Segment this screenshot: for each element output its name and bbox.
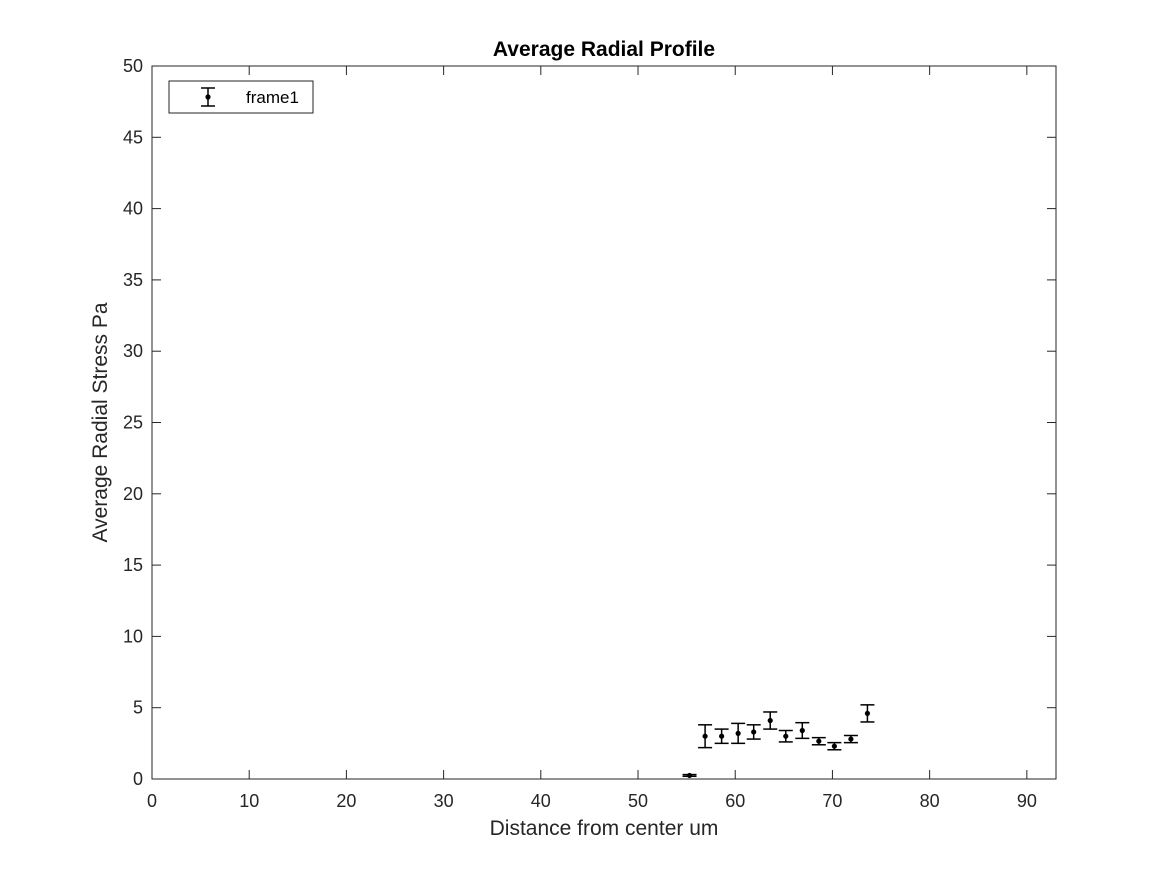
data-point xyxy=(682,772,697,779)
data-marker xyxy=(848,736,854,742)
data-marks xyxy=(682,704,875,779)
data-point xyxy=(843,734,858,744)
y-tick-label: 30 xyxy=(123,341,143,361)
data-point xyxy=(731,722,746,745)
data-marker xyxy=(719,733,725,739)
data-marker xyxy=(751,729,757,735)
x-tick-label: 0 xyxy=(147,791,157,811)
y-tick-label: 10 xyxy=(123,626,143,646)
y-axis-label: Average Radial Stress Pa xyxy=(89,302,112,542)
legend-marker xyxy=(205,94,211,100)
y-tick-label: 5 xyxy=(133,698,143,718)
axes-box xyxy=(151,65,1057,780)
data-marker xyxy=(864,710,871,717)
tick-labels: 0 10 20 30 40 50 60 70 80 90 0 5 10 15 20 25 30 35 40 45 50 xyxy=(123,56,1037,811)
data-point xyxy=(763,711,778,730)
data-point xyxy=(746,724,761,740)
x-tick-label: 70 xyxy=(822,791,842,811)
y-tick-label: 25 xyxy=(123,413,143,433)
chart-title: Average Radial Profile xyxy=(493,38,715,61)
y-tick-label: 0 xyxy=(133,769,143,789)
y-tick-label: 50 xyxy=(123,56,143,76)
data-marker xyxy=(767,717,773,724)
x-tick-label: 80 xyxy=(920,791,940,811)
data-marker xyxy=(783,733,789,739)
data-point xyxy=(778,729,793,743)
x-tick-label: 90 xyxy=(1017,791,1037,811)
legend-entry-frame1: frame1 xyxy=(246,88,299,107)
x-tick-label: 50 xyxy=(628,791,648,811)
x-tick-label: 60 xyxy=(725,791,745,811)
data-marker xyxy=(816,738,822,744)
y-tick-label: 40 xyxy=(123,199,143,219)
x-tick-label: 40 xyxy=(531,791,551,811)
y-tick-label: 35 xyxy=(123,270,143,290)
y-tick-label: 20 xyxy=(123,484,143,504)
data-marker xyxy=(831,743,837,749)
y-tick-label: 45 xyxy=(123,127,143,147)
plot-area xyxy=(152,66,1056,779)
data-point xyxy=(698,724,713,749)
legend-box xyxy=(168,80,314,114)
legend-errorbar-symbol xyxy=(201,87,215,107)
data-point xyxy=(811,736,826,746)
data-marker xyxy=(686,772,693,779)
x-tick-label: 30 xyxy=(434,791,454,811)
data-marker xyxy=(799,727,805,734)
data-marker xyxy=(735,730,741,736)
data-point xyxy=(795,721,810,740)
x-tick-label: 10 xyxy=(239,791,259,811)
y-tick-label: 15 xyxy=(123,555,143,575)
data-point xyxy=(827,741,842,751)
x-axis-label: Distance from center um xyxy=(490,817,719,840)
legend: frame1 xyxy=(168,80,314,114)
x-tick-label: 20 xyxy=(336,791,356,811)
data-point xyxy=(860,704,875,723)
data-point xyxy=(714,728,729,745)
data-marker xyxy=(702,733,708,739)
